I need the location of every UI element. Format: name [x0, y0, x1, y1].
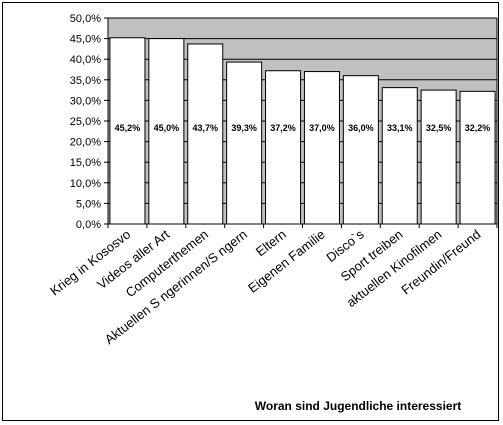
data-label-7: 33,1% — [387, 123, 413, 133]
data-label-8: 32,5% — [426, 123, 452, 133]
data-label-4: 37,2% — [270, 123, 296, 133]
y-tick-label-2: 10,0% — [70, 178, 101, 190]
bar-8 — [420, 89, 457, 225]
data-label-2: 43,7% — [192, 123, 218, 133]
data-label-5: 37,0% — [309, 123, 335, 133]
y-tick-labels: 0,0% 5,0% 10,0% 15,0% 20,0% 25,0% 30,0% 35,0% 40… — [70, 13, 101, 231]
axes — [104, 17, 498, 228]
chart-title: Woran sind Jugendliche interessiert — [255, 399, 462, 413]
bar-7 — [381, 87, 418, 225]
data-labels: 45,2% 45,0% 43,7% 39,3% 37,2% 37,0% 36,0% 33,1%… — [115, 123, 491, 133]
y-tick-label-4: 20,0% — [70, 137, 101, 149]
y-tick-label-8: 40,0% — [70, 54, 101, 66]
data-label-3: 39,3% — [231, 123, 257, 133]
data-label-6: 36,0% — [348, 123, 374, 133]
bar-3 — [226, 61, 263, 225]
y-tick-label-5: 25,0% — [70, 116, 101, 128]
y-tick-label-3: 15,0% — [70, 157, 101, 169]
data-label-0: 45,2% — [115, 123, 141, 133]
bar-6 — [342, 75, 379, 225]
y-tick-label-6: 30,0% — [70, 95, 101, 107]
bars — [109, 37, 496, 225]
bar-1 — [148, 38, 185, 225]
y-tick-label-1: 5,0% — [76, 198, 101, 210]
bar-4 — [265, 70, 302, 225]
bar-5 — [303, 71, 340, 225]
data-label-1: 45,0% — [154, 123, 180, 133]
data-label-9: 32,2% — [465, 123, 491, 133]
y-tick-label-0: 0,0% — [76, 219, 101, 231]
y-tick-label-9: 45,0% — [70, 34, 101, 46]
bar-9 — [459, 90, 496, 225]
bar-0 — [109, 37, 146, 225]
y-tick-label-10: 50,0% — [70, 13, 101, 25]
y-tick-label-7: 35,0% — [70, 75, 101, 87]
bar-2 — [187, 43, 224, 225]
